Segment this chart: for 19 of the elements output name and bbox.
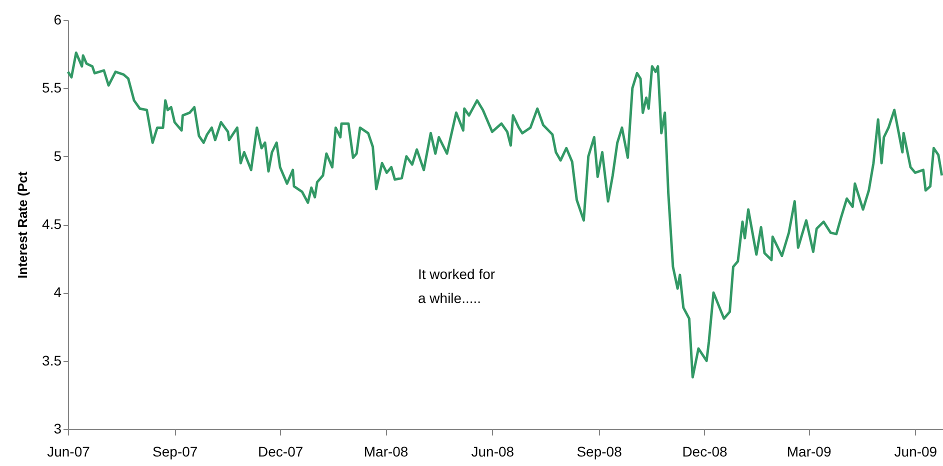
x-tick-label: Jun-07 xyxy=(47,444,90,460)
x-tick-label: Mar-09 xyxy=(786,444,832,460)
x-tick-label: Dec-07 xyxy=(258,444,304,460)
annotation: It worked for a while..... xyxy=(418,266,496,306)
y-tick-label: 3.5 xyxy=(42,352,62,368)
y-tick-label: 5 xyxy=(54,148,62,164)
y-tick-label: 4 xyxy=(54,284,62,300)
line-series xyxy=(66,51,943,378)
x-tick-label: Dec-08 xyxy=(682,444,728,460)
y-tick-label: 5.5 xyxy=(42,80,62,96)
x-tick-label: Mar-08 xyxy=(364,444,408,460)
x-tick-label: Sep-07 xyxy=(152,444,198,460)
y-axis-title: Interest Rate (Pct xyxy=(15,170,30,278)
y-tick-label: 3 xyxy=(54,420,62,436)
x-tick-label: Jun-09 xyxy=(894,444,938,460)
y-tick-label: 4.5 xyxy=(42,216,62,232)
y-tick-label: 6 xyxy=(54,12,62,28)
x-tick-label: Jun-08 xyxy=(471,444,514,460)
x-tick-label: Sep-08 xyxy=(576,444,622,460)
